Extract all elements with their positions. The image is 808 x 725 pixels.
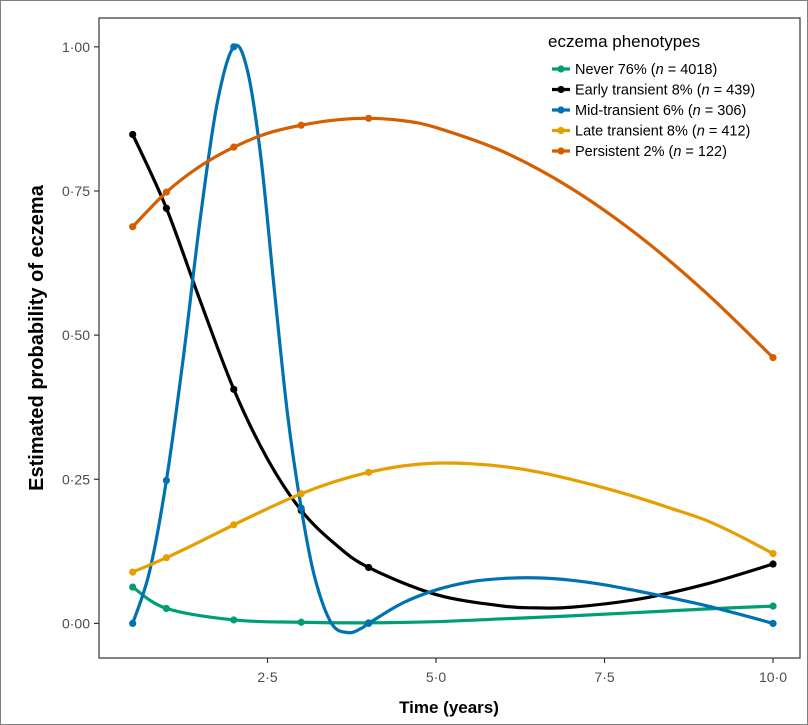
series-3 xyxy=(129,43,777,635)
y-axis: 0·00 0·25 0·50 0·75 1·00 xyxy=(62,39,99,631)
legend-key-point xyxy=(557,147,565,155)
y-tick-label: 0·25 xyxy=(62,471,90,487)
series-2 xyxy=(129,130,777,610)
legend-key-point xyxy=(557,106,565,114)
data-point xyxy=(297,504,305,512)
data-point xyxy=(129,223,137,231)
data-point xyxy=(365,563,373,572)
legend-title: eczema phenotypes xyxy=(548,32,700,51)
legend-label: Mid-transient 6% (n = 306) xyxy=(575,103,746,119)
data-point xyxy=(129,130,137,139)
series-5 xyxy=(129,114,777,362)
series-4 xyxy=(129,461,777,576)
y-tick-label: 1·00 xyxy=(62,39,90,55)
series-1 xyxy=(129,583,777,627)
x-axis-title: Time (years) xyxy=(399,698,499,717)
data-point xyxy=(230,521,238,529)
legend-key-point xyxy=(557,126,565,135)
legend-label: Persistent 2% (n = 122) xyxy=(575,144,727,160)
data-point xyxy=(769,354,777,362)
data-point xyxy=(129,583,137,591)
data-point xyxy=(297,490,305,498)
series-layer xyxy=(129,43,777,635)
data-point xyxy=(769,560,777,568)
y-tick-label: 0·75 xyxy=(62,183,90,199)
x-tick-label: 2·5 xyxy=(257,669,277,685)
legend-item: Never 76% (n = 4018) xyxy=(552,62,717,78)
legend-item: Persistent 2% (n = 122) xyxy=(552,144,727,160)
series-line xyxy=(131,585,775,625)
data-point xyxy=(129,619,137,628)
series-line xyxy=(131,43,775,635)
data-point xyxy=(769,602,777,610)
data-point xyxy=(365,468,373,476)
data-point xyxy=(297,121,305,129)
series-line xyxy=(131,461,775,574)
series-line xyxy=(131,132,775,610)
data-point xyxy=(162,204,171,212)
data-point xyxy=(162,604,171,613)
data-point xyxy=(162,554,171,562)
legend-item: Early transient 8% (n = 439) xyxy=(552,83,755,99)
data-point xyxy=(230,143,238,151)
legend-key-point xyxy=(557,65,565,73)
legend-label: Never 76% (n = 4018) xyxy=(575,62,717,78)
data-point xyxy=(129,568,137,576)
legend-label: Early transient 8% (n = 439) xyxy=(575,83,755,99)
legend-item: Mid-transient 6% (n = 306) xyxy=(552,103,746,119)
data-point xyxy=(230,385,238,393)
x-axis: 2·5 5·0 7·5 10·0 xyxy=(257,658,787,685)
y-tick-label: 0·00 xyxy=(62,615,90,631)
legend-key-point xyxy=(557,85,565,94)
y-tick-label: 0·50 xyxy=(62,327,90,343)
plot-panel-border xyxy=(98,17,801,659)
x-tick-label: 7·5 xyxy=(594,669,614,685)
data-point xyxy=(769,550,777,558)
data-point xyxy=(230,43,238,51)
data-point xyxy=(297,618,305,626)
data-point xyxy=(769,619,777,628)
data-point xyxy=(162,476,171,485)
y-axis-title: Estimated probability of eczema xyxy=(26,184,48,491)
legend: eczema phenotypes Never 76% (n = 4018) Ea… xyxy=(548,32,755,160)
series-line xyxy=(131,116,775,360)
legend-item: Late transient 8% (n = 412) xyxy=(552,124,750,140)
data-point xyxy=(365,114,373,122)
data-point xyxy=(230,616,238,624)
x-tick-label: 10·0 xyxy=(759,669,787,685)
x-tick-label: 5·0 xyxy=(426,669,446,685)
data-point xyxy=(162,188,171,196)
legend-label: Late transient 8% (n = 412) xyxy=(575,124,750,140)
data-point xyxy=(365,619,373,628)
